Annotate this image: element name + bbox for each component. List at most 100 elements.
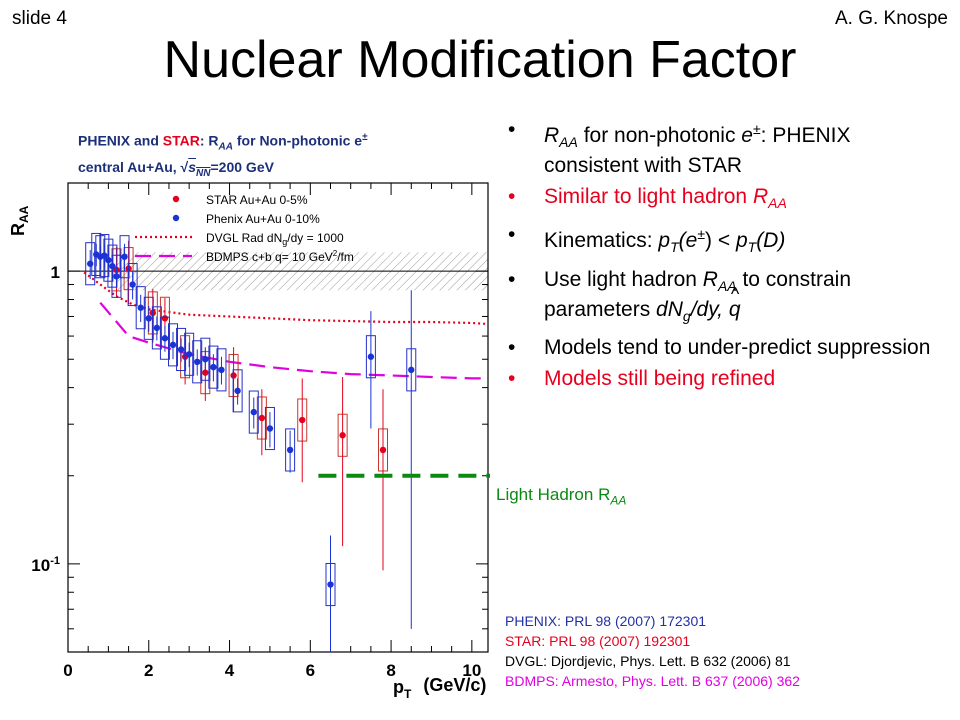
sys-box [151, 306, 162, 350]
sys-box [159, 316, 170, 360]
sys-box [85, 242, 96, 286]
bullet-text: p [658, 229, 671, 253]
bullet-list: • RAA for non-photonic e±: PHENIX consist… [508, 118, 948, 398]
bullet-text: : PHENIX consistent with STAR [544, 124, 851, 178]
bullet-item: • Similar to light hadron RAA [508, 185, 948, 215]
legend-label: BDMPS c+b q= 10 GeV2/fm [206, 249, 354, 264]
star-point [161, 315, 169, 322]
legend-label: Phenix Au+Au 0-10% [206, 212, 320, 226]
reference-line: DVGL: Djordjevic, Phys. Lett. B 632 (200… [505, 653, 791, 669]
caption-sub: NN [196, 168, 211, 180]
phenix-point [266, 425, 274, 432]
slide-number: slide 4 [12, 8, 67, 29]
phenix-point [121, 253, 128, 260]
bullet-item: • Models still being refined [508, 367, 948, 390]
bullet-text: ± [697, 226, 705, 243]
bdmps-curve [99, 301, 488, 380]
bullet-text: R [544, 124, 560, 147]
bullet-text: T [670, 239, 679, 256]
bullet-text: g [682, 307, 691, 324]
star-point [299, 416, 306, 424]
reference-line: STAR: PRL 98 (2007) 192301 [505, 633, 691, 649]
phenix-point [129, 281, 136, 288]
caption-text: PHENIX and [78, 132, 163, 149]
bullet-item: • RAA for non-photonic e±: PHENIX consist… [508, 118, 948, 177]
caption-sub: AA [218, 141, 233, 153]
legend-label: DVGL Rad dNg/dy = 1000 [206, 231, 344, 247]
dvgl-curve [83, 271, 489, 326]
bullet-text: Models tend to under-predict suppression [544, 335, 931, 359]
legend-marker [172, 214, 180, 222]
caption-text: : R [199, 132, 219, 149]
bullet-text: T [747, 239, 757, 256]
plot-caption-line-2: central Au+Au, √sNN=200 GeV [78, 157, 368, 184]
reference-line: BDMPS: Armesto, Phys. Lett. B 637 (2006)… [505, 673, 800, 689]
star-point [379, 446, 387, 454]
bullet-dot: • [508, 223, 516, 247]
phenix-point [367, 353, 375, 360]
bullet-text: Kinematics: [544, 229, 659, 253]
bullet-dot: • [508, 267, 516, 291]
plot-frame [67, 182, 489, 653]
y-tick-label: 10-1 [31, 555, 60, 575]
bullet-dot: • [508, 335, 516, 359]
sys-box [127, 262, 138, 307]
phenix-point [218, 366, 225, 374]
phenix-point [327, 581, 334, 588]
bullet-text: Use light hadron [544, 267, 703, 291]
legend-marker [172, 195, 180, 203]
phenix-point [408, 366, 415, 374]
sys-box [111, 254, 122, 298]
bullet-text: q [729, 283, 741, 321]
sys-box [176, 327, 187, 372]
sys-box [119, 235, 130, 279]
x-axis-title: pT (GeV/c) [393, 675, 486, 701]
bullet-text: Similar to light hadron [544, 185, 753, 209]
phenix-point [210, 363, 217, 371]
phenix-point [137, 304, 144, 311]
phenix-point [234, 387, 241, 395]
bullet-dot: • [508, 185, 516, 209]
slide-title: Nuclear Modification Factor [163, 31, 797, 89]
references: PHENIX: PRL 98 (2007) 172301 STAR: PRL 98… [505, 611, 800, 691]
bullet-item: • Models tend to under-predict suppressio… [508, 336, 948, 359]
x-tick-label: 8 [386, 661, 395, 680]
sys-box [248, 390, 259, 434]
phenix-point [113, 273, 120, 280]
bullet-text: R [702, 267, 718, 291]
sys-box [200, 337, 211, 381]
caption-text: =200 GeV [210, 159, 274, 176]
phenix-point [177, 346, 185, 353]
bullet-text: for non-photonic [577, 124, 742, 147]
x-tick-label: 6 [306, 661, 315, 680]
sys-box [143, 296, 154, 340]
bullet-text: R [752, 185, 769, 209]
phenix-point [145, 315, 152, 322]
phenix-point [185, 351, 193, 358]
caption-sup: ± [362, 132, 368, 143]
bullet-text: AA [768, 195, 787, 212]
light-hadron-label: Light Hadron RAA [496, 485, 626, 507]
sys-box [168, 323, 178, 367]
sys-box [192, 340, 203, 384]
legend-label: STAR Au+Au 0-5% [206, 193, 308, 207]
bullet-text: p [735, 229, 748, 253]
bullet-dot: • [508, 366, 516, 390]
author-name: A. G. Knospe [834, 8, 948, 29]
caption-text: for Non-photonic e [233, 132, 363, 149]
sys-box [264, 406, 275, 451]
bullet-text: (e [678, 229, 698, 253]
bullet-text: to constrain parameters [544, 267, 852, 321]
bullet-text: ± [752, 121, 761, 137]
sys-box [208, 345, 219, 389]
sys-box [184, 332, 195, 376]
bullet-item: • Use light hadron RAA to constrain param… [508, 268, 948, 328]
phenix-point [161, 335, 169, 342]
light-hadron-text: Light Hadron R [496, 485, 611, 504]
bullet-text: Models still being refined [544, 366, 776, 390]
caption-s: s [188, 159, 197, 176]
sys-box [232, 369, 243, 413]
star-point [258, 414, 266, 422]
plot-caption: PHENIX and STAR: RAA for Non-photonic e±… [78, 128, 368, 184]
